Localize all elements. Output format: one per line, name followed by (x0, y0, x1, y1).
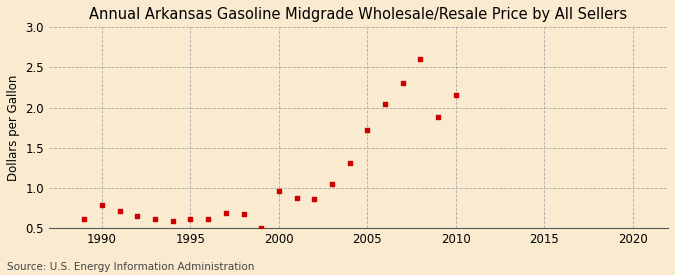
Text: Source: U.S. Energy Information Administration: Source: U.S. Energy Information Administ… (7, 262, 254, 272)
Point (79, 216, 90, 221)
Point (450, 93, 461, 97)
Point (433, 115, 443, 120)
Point (97, 203, 107, 207)
Point (132, 214, 143, 218)
Point (185, 217, 196, 222)
Point (273, 189, 284, 193)
Point (256, 226, 267, 230)
Title: Annual Arkansas Gasoline Midgrade Wholesale/Resale Price by All Sellers: Annual Arkansas Gasoline Midgrade Wholes… (90, 7, 628, 22)
Point (238, 211, 249, 216)
Point (202, 216, 213, 221)
Point (309, 197, 320, 202)
Point (362, 128, 373, 132)
Point (344, 161, 355, 165)
Point (114, 208, 125, 213)
Point (415, 57, 426, 62)
Y-axis label: Dollars per Gallon: Dollars per Gallon (7, 75, 20, 181)
Point (167, 219, 178, 223)
Point (379, 101, 390, 106)
Point (291, 196, 302, 200)
Point (327, 182, 338, 186)
Point (221, 211, 232, 215)
Point (398, 81, 408, 85)
Point (150, 217, 161, 222)
